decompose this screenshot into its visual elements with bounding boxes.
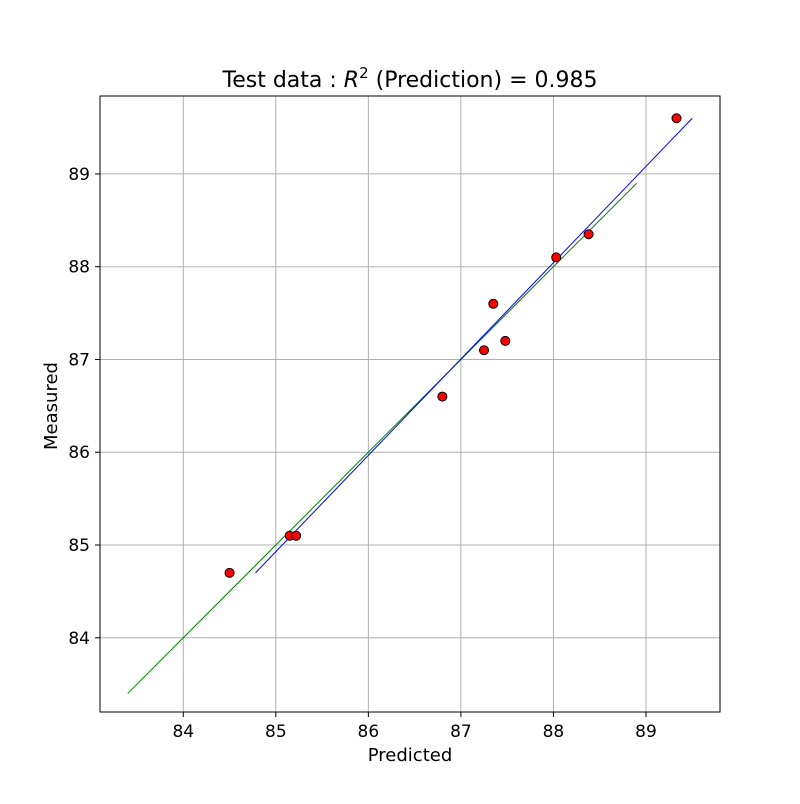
y-tick-label: 86	[68, 443, 90, 463]
data-point	[224, 567, 235, 578]
data-point	[583, 229, 594, 240]
x-tick-label: 89	[635, 722, 657, 742]
data-point	[671, 113, 682, 124]
data-point	[291, 530, 302, 541]
x-tick-label: 85	[265, 722, 287, 742]
x-axis-label: Predicted	[368, 745, 453, 766]
plot-frame	[99, 95, 721, 713]
series-line	[255, 117, 693, 574]
data-point	[437, 391, 448, 402]
grid-lines	[100, 96, 720, 712]
data-point	[551, 252, 562, 263]
x-tick-label: 87	[450, 722, 472, 742]
y-axis-label: Measured	[41, 362, 62, 450]
fit-lines	[127, 117, 693, 694]
y-axis-ticks: 84 85 86 87 88 89	[68, 165, 100, 649]
y-tick-label: 87	[68, 350, 90, 370]
data-point	[500, 335, 511, 346]
y-tick-label: 85	[68, 536, 90, 556]
x-tick-label: 84	[172, 722, 194, 742]
y-tick-label: 89	[68, 165, 90, 185]
y-tick-label: 84	[68, 629, 90, 649]
x-axis-ticks: 84 85 86 87 88 89	[172, 712, 657, 742]
x-tick-label: 86	[358, 722, 380, 742]
chart-title: Test data : R2 (Prediction) = 0.985	[222, 64, 598, 93]
series-line	[127, 182, 638, 694]
x-tick-label: 88	[543, 722, 565, 742]
y-tick-label: 88	[68, 258, 90, 278]
data-points	[224, 113, 682, 578]
data-point	[479, 345, 490, 356]
data-point	[488, 298, 499, 309]
